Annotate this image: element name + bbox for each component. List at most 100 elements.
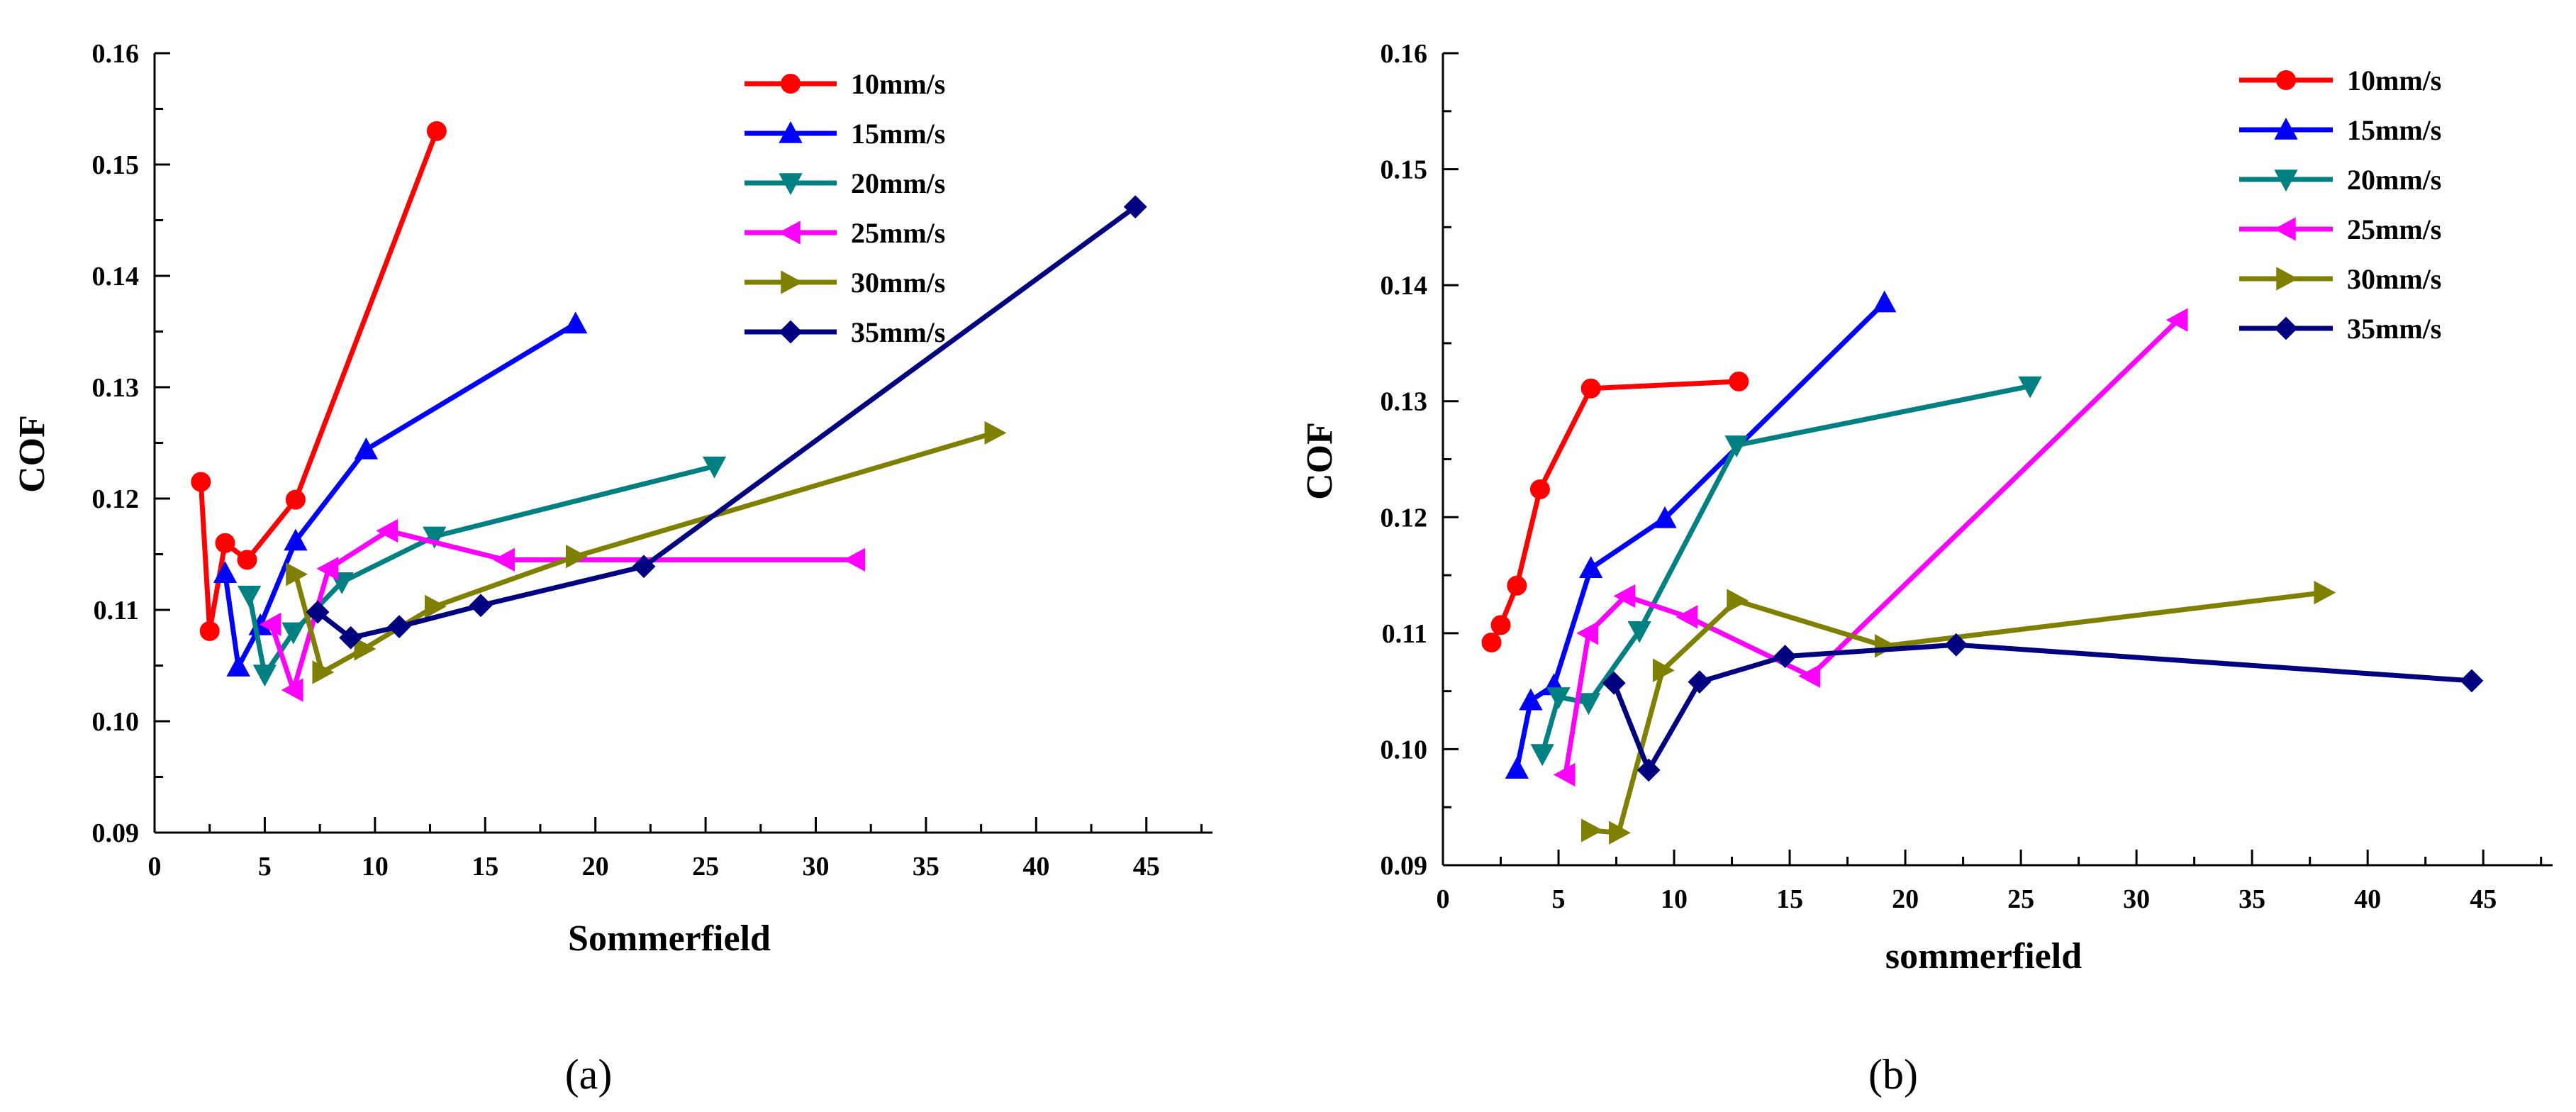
panel-a-xtick-label: 0 <box>148 852 162 882</box>
panel-a-ytick-label: 0.13 <box>92 373 140 403</box>
panel-b-legend-30mms-marker <box>2276 267 2299 291</box>
panel-b-y-axis-label: COF <box>1300 422 1340 500</box>
panel-a-series-25mms-point <box>843 547 866 572</box>
panel-b-series-30mms-point <box>1609 821 1631 845</box>
panel-a-x-axis-label: Sommerfield <box>568 918 771 959</box>
panel-b-xtick-label: 40 <box>2354 884 2381 914</box>
panel-b-series-35mms-line <box>1611 642 2475 773</box>
panel-a-legend-20mms-marker <box>779 173 803 196</box>
panel-a-y-axis-label: COF <box>12 415 52 493</box>
panel-b-series-15mms-point <box>1519 688 1543 711</box>
panel-a-series-15mms-line <box>222 321 579 669</box>
panel-b-series-30mms-point <box>1580 818 1603 843</box>
panel-a-legend-35mms-label: 35mm/s <box>851 316 945 348</box>
panel-a-series-15mms-point <box>226 654 250 677</box>
panel-a-legend-30mms-marker <box>781 270 803 294</box>
panel-a-series-20mms-point <box>423 526 447 549</box>
panel-a-series-25mms-point <box>259 612 281 637</box>
panel-b-series-35mms-point <box>1688 670 1712 694</box>
panel-a-series-35mms-point <box>339 626 363 650</box>
panel-b-xtick-label: 30 <box>2123 884 2150 914</box>
panel-a-xtick-label: 15 <box>472 852 498 882</box>
panel-b-ytick-label: 0.11 <box>1382 619 1427 649</box>
panel-b-legend-35mms-marker <box>2274 316 2298 340</box>
panel-b-legend-30mms-label: 30mm/s <box>2347 263 2441 295</box>
panel-b-xtick-label: 15 <box>1776 884 1803 914</box>
panel-a-xtick-label: 40 <box>1022 852 1049 882</box>
panel-b-legend-15mms-label: 15mm/s <box>2347 114 2441 146</box>
panel-a-series-25mms-point <box>281 678 303 702</box>
panel-a-legend-35mms-marker <box>779 320 803 344</box>
panel-b-ytick-label: 0.15 <box>1381 155 1428 185</box>
panel-a-series-10mms-point <box>426 121 447 141</box>
panel-a-series-35mms-point <box>1123 195 1147 219</box>
panel-b-series-25mms-point <box>1675 605 1698 629</box>
panel-b-series-10mms-point <box>1729 371 1749 391</box>
panel-a-legend-15mms-label: 15mm/s <box>851 118 945 150</box>
panel-a-series-35mms-point <box>387 615 411 638</box>
panel-b-series-35mms-point <box>2460 669 2484 693</box>
panel-a-series-30mms-point <box>425 594 447 618</box>
panel-b-xtick-label: 0 <box>1437 884 1450 914</box>
panel-b-series-25mms-point <box>2165 308 2188 332</box>
panel-a-series-15mms-point <box>284 528 308 551</box>
panel-a-legend-25mms-marker <box>778 221 801 245</box>
panel-a-xtick-label: 20 <box>582 852 609 882</box>
panel-b-legend-10mms-marker <box>2276 70 2296 90</box>
panel-a-ytick-label: 0.15 <box>92 150 140 180</box>
panel-a-series-35mms-point <box>632 555 656 579</box>
panel-a-series-25mms-line <box>269 528 858 693</box>
panel-b-ytick-label: 0.14 <box>1381 271 1428 301</box>
panel-a-ytick-label: 0.14 <box>92 262 140 291</box>
panel-a-series-35mms-point <box>306 600 330 624</box>
panel-b-legend-20mms-marker <box>2274 169 2298 192</box>
panel-a-series-10mms-line <box>198 128 440 634</box>
panel-b-xtick-label: 45 <box>2470 884 2497 914</box>
panel-b-series-35mms-point <box>1944 633 1968 657</box>
panel-a-legend-10mms-label: 10mm/s <box>851 68 945 100</box>
panel-a-series-30mms-point <box>286 562 308 586</box>
panel-b-caption: (b) <box>1868 1051 1918 1098</box>
panel-a-series-35mms-point <box>469 594 493 618</box>
panel-b-series-30mms-point <box>1652 658 1675 682</box>
panel-b-series-20mms-point <box>1546 687 1571 709</box>
panel-b-series-15mms-point <box>1505 757 1529 779</box>
panel-b-ytick-label: 0.13 <box>1381 387 1428 417</box>
panel-b-series-20mms-point <box>1627 621 1651 643</box>
panel-b-series-20mms-point <box>2018 376 2042 399</box>
panel-b-series-15mms-point <box>1653 506 1677 528</box>
panel-a-series-30mms-point <box>984 421 1007 445</box>
panel-b-series-15mms-line <box>1514 300 1888 772</box>
panel-b-series-15mms-point <box>1578 556 1603 579</box>
panel-a-series-15mms-point <box>213 561 238 583</box>
panel-b-series-30mms-point <box>1727 589 1749 613</box>
panel-b-ytick-label: 0.09 <box>1381 851 1428 881</box>
panel-a-legend-25mms-label: 25mm/s <box>851 217 945 249</box>
panel-b-series-35mms-point <box>1773 645 1797 668</box>
panel-a-xtick-label: 45 <box>1133 852 1160 882</box>
panel-a-series-10mms-point <box>237 550 257 570</box>
panel-b-legend-10mms-label: 10mm/s <box>2347 65 2441 96</box>
panel-a-legend-15mms-marker <box>779 121 803 143</box>
panel-a-ytick-label: 0.09 <box>92 818 140 848</box>
panel-a-series-20mms-point <box>702 456 727 479</box>
panel-a-series-10mms-point <box>191 472 211 492</box>
panel-a-series-30mms-point <box>354 637 377 661</box>
panel-a-ytick-label: 0.10 <box>92 707 140 737</box>
panel-b-series-20mms-line <box>1539 383 2033 757</box>
panel-a-xtick-label: 10 <box>362 852 389 882</box>
panel-b-chart: 0.09 0.10 0.11 0.12 0.13 0.14 0.15 0.16 0 5 10 15 20… <box>1300 39 2553 1098</box>
panel-b-series-25mms-point <box>1613 584 1636 608</box>
panel-b-xtick-label: 20 <box>1892 884 1919 914</box>
panel-b-ytick-label: 0.12 <box>1381 503 1428 533</box>
panel-b-series-25mms-point <box>1798 664 1821 689</box>
panel-a-series-35mms-line <box>315 204 1138 640</box>
panel-b-series-30mms-line <box>1588 590 2326 835</box>
panel-a-legend-30mms-label: 30mm/s <box>851 267 945 299</box>
panel-a-series-20mms-point <box>237 585 262 608</box>
panel-b-legend-25mms-label: 25mm/s <box>2347 213 2441 245</box>
panel-b-ytick-label: 0.10 <box>1381 735 1428 764</box>
panel-a-xtick-label: 5 <box>258 852 272 882</box>
panel-a-series-10mms-point <box>285 489 306 510</box>
